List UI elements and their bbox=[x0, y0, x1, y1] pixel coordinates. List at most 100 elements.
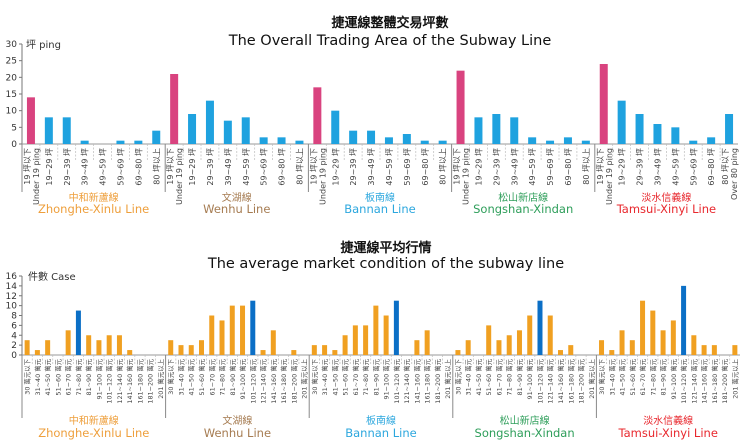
x-tick-label: 101~120 萬元 bbox=[392, 358, 401, 403]
x-tick-label: 69~80 坪 bbox=[278, 148, 287, 186]
bar bbox=[629, 340, 635, 355]
bar bbox=[24, 340, 30, 355]
bar bbox=[465, 340, 471, 355]
x-tick-label: 69~80 坪 bbox=[564, 148, 573, 186]
x-tick-label: 19~29 坪 bbox=[618, 148, 627, 186]
bar bbox=[188, 114, 197, 144]
x-tick-label: 91~100 萬元 bbox=[669, 358, 678, 399]
group-label-zh: 板南線 bbox=[365, 191, 395, 204]
bar bbox=[199, 340, 204, 355]
x-tick-label: Under 19 ping bbox=[462, 148, 471, 205]
bar bbox=[349, 130, 358, 144]
x-tick-label: 201 萬元以上 bbox=[443, 358, 452, 398]
x-tick-label: 69~80 坪 bbox=[421, 148, 430, 186]
x-tick-label: 201 萬元以上 bbox=[730, 358, 739, 398]
bar bbox=[650, 310, 656, 355]
x-tick-label: 41~50 萬元 bbox=[474, 358, 483, 395]
x-tick-label: 69~80 坪 bbox=[707, 148, 716, 186]
x-tick-label: 80 坪以上 bbox=[152, 148, 161, 185]
x-tick-label: 71~80 萬元 bbox=[648, 358, 657, 395]
chart2-title-zh: 捷運線平均行情 bbox=[340, 240, 431, 256]
x-tick-label: 19 坪以下 bbox=[596, 148, 605, 185]
bar bbox=[270, 330, 276, 355]
bar bbox=[516, 330, 522, 355]
bar bbox=[259, 137, 268, 144]
chart1-title-zh: 捷運線整體交易坪數 bbox=[331, 15, 448, 31]
group-label-en: Wenhu Line bbox=[204, 426, 271, 440]
x-tick-label: 41~50 萬元 bbox=[187, 358, 196, 395]
x-tick-label: 121~140 萬元 bbox=[402, 358, 411, 403]
bar bbox=[332, 350, 338, 355]
y-tick-label: 20 bbox=[6, 73, 18, 83]
bar bbox=[367, 130, 376, 144]
x-tick-label: 41~50 萬元 bbox=[43, 358, 52, 395]
group-label-zh: 文湖線 bbox=[222, 191, 252, 204]
bar bbox=[420, 140, 429, 144]
bar bbox=[546, 140, 555, 144]
bar bbox=[342, 335, 348, 355]
x-tick-label: 49~59 坪 bbox=[385, 148, 394, 186]
bar bbox=[277, 137, 286, 144]
x-tick-label: 51~60 萬元 bbox=[197, 358, 206, 395]
bar bbox=[209, 315, 215, 355]
chart1-title: The Overall Trading Area of the Subway L… bbox=[228, 33, 552, 49]
bar bbox=[311, 345, 317, 355]
x-tick-label: 91~100 萬元 bbox=[94, 358, 103, 399]
x-tick-label: Under 19 ping bbox=[175, 148, 184, 205]
bar bbox=[65, 330, 71, 355]
x-tick-label: 141~160 萬元 bbox=[556, 358, 565, 403]
x-tick-label: 69~80 坪 bbox=[134, 148, 143, 186]
x-tick-label: 80 坪以下 bbox=[721, 148, 730, 185]
y-tick-label: 30 bbox=[6, 40, 18, 50]
x-tick-label: 31~40 萬元 bbox=[320, 358, 329, 395]
chart1-ylabel: 坪 ping bbox=[26, 38, 61, 51]
x-tick-label: 30 萬元以下 bbox=[310, 358, 319, 394]
x-tick-label: 39~49 坪 bbox=[367, 148, 376, 186]
x-tick-label: 19~29 坪 bbox=[45, 148, 54, 186]
x-tick-label: 121~140 萬元 bbox=[689, 358, 698, 403]
bar bbox=[456, 70, 465, 144]
y-tick-label: 4 bbox=[11, 331, 17, 341]
x-tick-label: 51~60 萬元 bbox=[628, 358, 637, 395]
x-tick-label: 80 坪以上 bbox=[582, 148, 591, 185]
x-tick-label: 80 坪以上 bbox=[295, 148, 304, 185]
x-tick-label: 61~70 萬元 bbox=[494, 358, 503, 395]
x-tick-label: 29~39 坪 bbox=[492, 148, 501, 186]
x-tick-label: 201 萬元以上 bbox=[156, 358, 165, 398]
bar bbox=[34, 350, 40, 355]
bar bbox=[527, 315, 533, 355]
bar bbox=[313, 87, 322, 144]
x-tick-label: 49~59 坪 bbox=[242, 148, 251, 186]
bar bbox=[689, 140, 698, 144]
bar bbox=[384, 137, 393, 144]
x-tick-label: 30 萬元以下 bbox=[23, 358, 32, 394]
x-tick-label: 161~180 萬元 bbox=[710, 358, 719, 403]
x-tick-label: 19~29 坪 bbox=[331, 148, 340, 186]
x-tick-label: 49~59 坪 bbox=[99, 148, 108, 186]
x-tick-label: 31~40 萬元 bbox=[464, 358, 473, 395]
x-tick-label: 81~90 萬元 bbox=[371, 358, 380, 395]
x-tick-label: 19 坪以下 bbox=[309, 148, 318, 185]
group-label-en: Bannan Line bbox=[345, 426, 416, 440]
x-tick-label: 101~120 萬元 bbox=[679, 358, 688, 403]
bar bbox=[537, 300, 543, 355]
bar bbox=[455, 350, 461, 355]
bar bbox=[86, 335, 92, 355]
x-tick-label: 81~90 萬元 bbox=[659, 358, 668, 395]
bar bbox=[383, 315, 389, 355]
y-tick-label: 6 bbox=[11, 321, 17, 331]
x-tick-label: 181~200 萬元 bbox=[433, 358, 442, 403]
bar bbox=[188, 345, 194, 355]
y-tick-label: 25 bbox=[6, 57, 17, 67]
x-tick-label: 19 坪以下 bbox=[453, 148, 462, 185]
bar bbox=[691, 335, 697, 355]
x-tick-label: 39~49 坪 bbox=[81, 148, 90, 186]
group-label-en: Songshan-Xindan bbox=[475, 426, 575, 440]
bar bbox=[170, 74, 179, 144]
bar bbox=[581, 140, 590, 144]
x-tick-label: 29~39 坪 bbox=[63, 148, 72, 186]
bar bbox=[568, 345, 574, 355]
bar bbox=[223, 120, 232, 144]
bar bbox=[168, 340, 174, 355]
